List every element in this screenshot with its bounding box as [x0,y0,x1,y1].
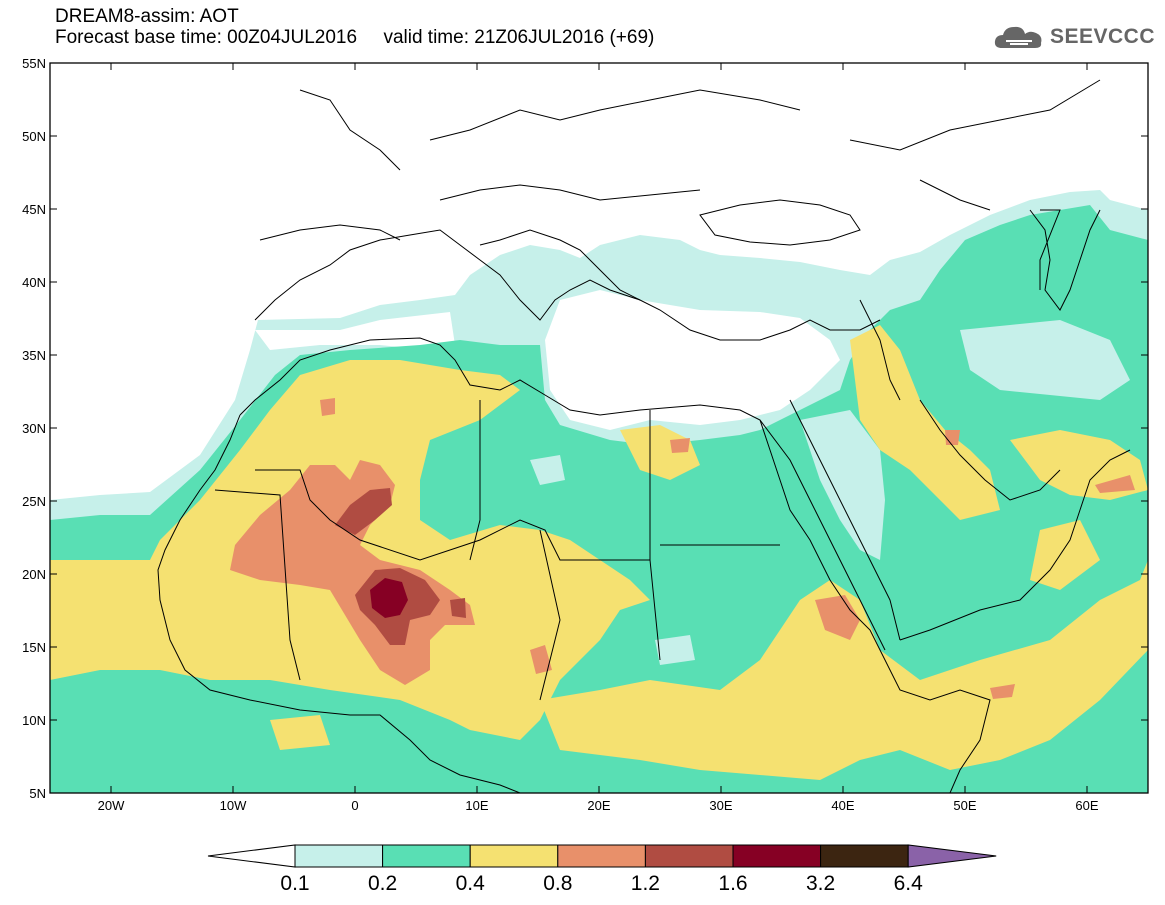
lon-tick-label: 0 [351,798,358,813]
lat-tick-label: 10N [22,713,46,728]
chart-title: DREAM8-assim: AOT [55,6,239,27]
colorbar-swatch [820,844,909,868]
colorbar-under-triangle [207,844,296,868]
lat-tick-label: 40N [22,275,46,290]
aot-band-1.6 [370,578,408,618]
lon-tick-label: 30E [709,798,732,813]
logo-text: SEEVCCC [1049,25,1155,48]
lon-tick-label: 50E [953,798,976,813]
colorbar-swatch [382,844,471,868]
lon-tick-label: 60E [1075,798,1098,813]
lon-tick-label: 10W [220,798,247,813]
lat-tick-label: 55N [22,56,46,71]
aot-band-0.8 [230,460,475,685]
colorbar-swatch [469,844,559,868]
lon-tick-label: 10E [465,798,488,813]
aot-band-1.2 [335,488,392,535]
colorbar-swatch [294,844,384,868]
lat-ticks: 55N 50N 45N 40N 35N 30N 25N 20N 15N 10N 5N [22,56,1148,801]
cloud-icon [994,26,1042,48]
lat-tick-label: 50N [22,129,46,144]
colorbar-label: 0.4 [455,872,485,895]
colorbar-label: 6.4 [893,872,923,895]
lat-tick-label: 45N [22,202,46,217]
lon-tick-label: 20E [587,798,610,813]
lon-ticks: 20W 10W 0 10E 20E 30E 40E 50E 60E [98,63,1099,813]
coastlines [157,79,1131,793]
colorbar [207,844,997,868]
colorbar-label: 0.8 [543,872,573,895]
colorbar-label: 0.2 [367,872,398,895]
colorbar-label: 0.1 [280,872,310,895]
colorbar-label: 3.2 [805,872,836,895]
colorbar-over-triangle [907,844,997,868]
lon-tick-label: 20W [98,798,125,813]
colorbar-label: 1.6 [718,872,748,895]
seevccc-logo: SEEVCCC [992,22,1155,52]
lon-tick-label: 40E [831,798,854,813]
aot-shaded-field [50,190,1148,793]
lat-tick-label: 30N [22,421,46,436]
chart-subtitle-times: Forecast base time: 00Z04JUL2016 valid t… [55,27,655,48]
lat-tick-label: 5N [29,786,46,801]
colorbar-swatch [732,844,822,868]
colorbar-swatch [644,844,734,868]
colorbar-swatch [557,844,646,868]
lat-tick-label: 20N [22,567,46,582]
colorbar-label: 1.2 [630,872,660,895]
lat-tick-label: 25N [22,494,46,509]
lat-tick-label: 15N [22,640,46,655]
lat-tick-label: 35N [22,348,46,363]
